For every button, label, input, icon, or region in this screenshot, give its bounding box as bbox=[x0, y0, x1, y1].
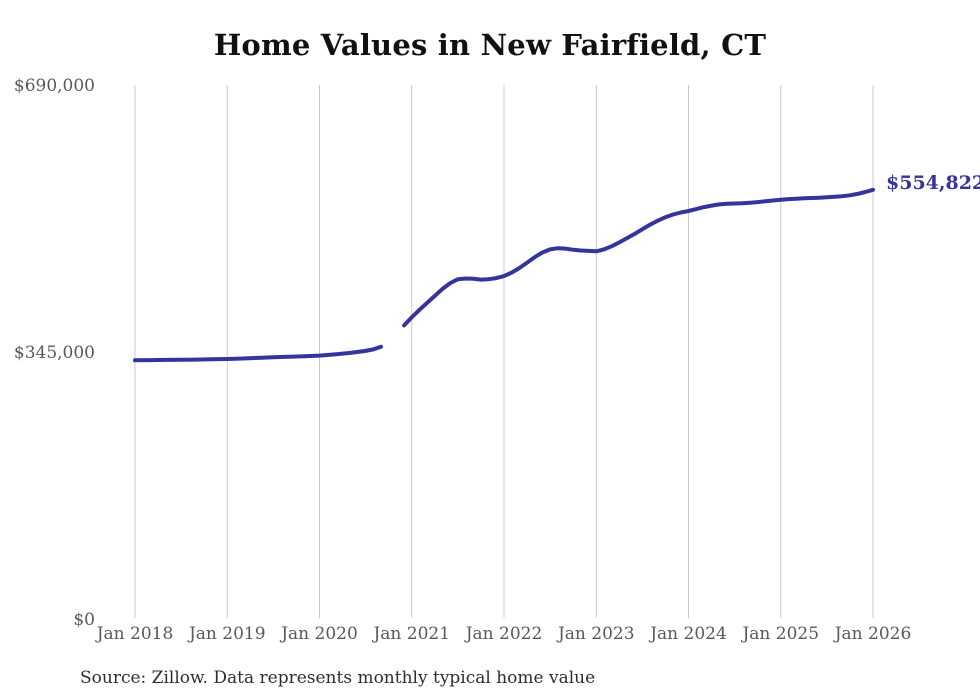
x-axis-label-jan-2026: Jan 2026 bbox=[834, 624, 912, 644]
end-value-label: $554,822 bbox=[886, 172, 980, 194]
home-value-line-segment bbox=[133, 344, 383, 363]
x-axis-label-jan-2018: Jan 2018 bbox=[96, 624, 174, 644]
source-note: Source: Zillow. Data represents monthly … bbox=[80, 668, 596, 688]
y-axis-label-0: $0 bbox=[73, 610, 95, 630]
x-axis-label-jan-2019: Jan 2019 bbox=[188, 624, 266, 644]
x-axis-label-jan-2024: Jan 2024 bbox=[650, 624, 727, 644]
x-axis-label-jan-2021: Jan 2021 bbox=[373, 624, 451, 644]
y-axis-label-345000: $345,000 bbox=[13, 343, 95, 363]
x-axis-label-jan-2023: Jan 2023 bbox=[557, 624, 635, 644]
vertical-gridlines bbox=[134, 85, 874, 618]
page-title: Home Values in New Fairfield, CT bbox=[213, 28, 767, 62]
y-axis-label-690000: $690,000 bbox=[13, 76, 95, 96]
x-axis-label-jan-2022: Jan 2022 bbox=[465, 624, 543, 644]
home-value-line-segment bbox=[402, 187, 875, 328]
x-axis-label-jan-2025: Jan 2025 bbox=[742, 624, 820, 644]
x-axis-label-jan-2020: Jan 2020 bbox=[281, 624, 358, 644]
home-value-line bbox=[133, 187, 875, 363]
